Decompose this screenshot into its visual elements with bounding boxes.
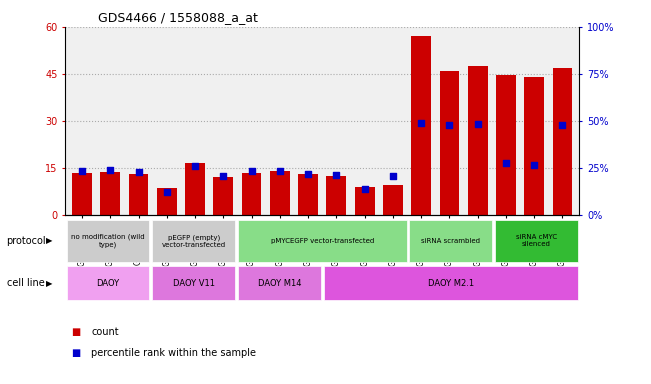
Bar <box>152 220 235 262</box>
Text: DAOY M2.1: DAOY M2.1 <box>428 279 474 288</box>
Point <box>275 168 285 174</box>
Text: ■: ■ <box>72 327 81 337</box>
Point <box>473 121 483 127</box>
Point <box>444 122 454 128</box>
Bar <box>242 173 262 215</box>
Bar <box>238 266 321 300</box>
Point <box>331 172 342 178</box>
Text: DAOY: DAOY <box>96 279 120 288</box>
Text: cell line: cell line <box>7 278 44 288</box>
Text: siRNA cMYC
silenced: siRNA cMYC silenced <box>516 235 557 247</box>
Point <box>303 170 313 177</box>
Bar <box>214 177 233 215</box>
Point <box>359 185 370 192</box>
Bar <box>324 266 578 300</box>
Bar <box>383 185 403 215</box>
Point <box>161 189 172 195</box>
Bar <box>468 66 488 215</box>
Bar <box>129 174 148 215</box>
Point <box>77 168 87 174</box>
Point <box>501 160 511 166</box>
Text: ▶: ▶ <box>46 279 52 288</box>
Bar <box>355 187 374 215</box>
Bar <box>270 171 290 215</box>
Point <box>416 120 426 126</box>
Point <box>190 163 201 169</box>
Bar <box>152 266 235 300</box>
Text: DAOY V11: DAOY V11 <box>173 279 215 288</box>
Bar <box>553 68 572 215</box>
Text: percentile rank within the sample: percentile rank within the sample <box>91 348 256 358</box>
Text: pMYCEGFP vector-transfected: pMYCEGFP vector-transfected <box>271 238 374 244</box>
Text: ■: ■ <box>72 348 81 358</box>
Text: no modification (wild
type): no modification (wild type) <box>71 234 145 248</box>
Bar <box>185 163 205 215</box>
Bar <box>66 220 149 262</box>
Bar <box>327 176 346 215</box>
Bar <box>496 76 516 215</box>
Point <box>557 122 568 128</box>
Text: pEGFP (empty)
vector-transfected: pEGFP (empty) vector-transfected <box>161 234 226 248</box>
Bar <box>100 172 120 215</box>
Point <box>105 167 115 173</box>
Bar <box>238 220 406 262</box>
Point <box>246 168 256 174</box>
Bar <box>157 189 176 215</box>
Bar <box>495 220 578 262</box>
Text: siRNA scrambled: siRNA scrambled <box>421 238 480 244</box>
Bar <box>298 174 318 215</box>
Bar <box>409 220 492 262</box>
Text: protocol: protocol <box>7 236 46 246</box>
Text: count: count <box>91 327 118 337</box>
Point <box>529 162 540 168</box>
Point <box>133 169 144 175</box>
Point <box>388 174 398 180</box>
Bar <box>439 71 460 215</box>
Bar <box>411 36 431 215</box>
Bar <box>72 173 92 215</box>
Text: ▶: ▶ <box>46 237 52 245</box>
Text: DAOY M14: DAOY M14 <box>258 279 301 288</box>
Point <box>218 174 229 180</box>
Text: GDS4466 / 1558088_a_at: GDS4466 / 1558088_a_at <box>98 12 258 25</box>
Bar <box>524 77 544 215</box>
Bar <box>66 266 149 300</box>
